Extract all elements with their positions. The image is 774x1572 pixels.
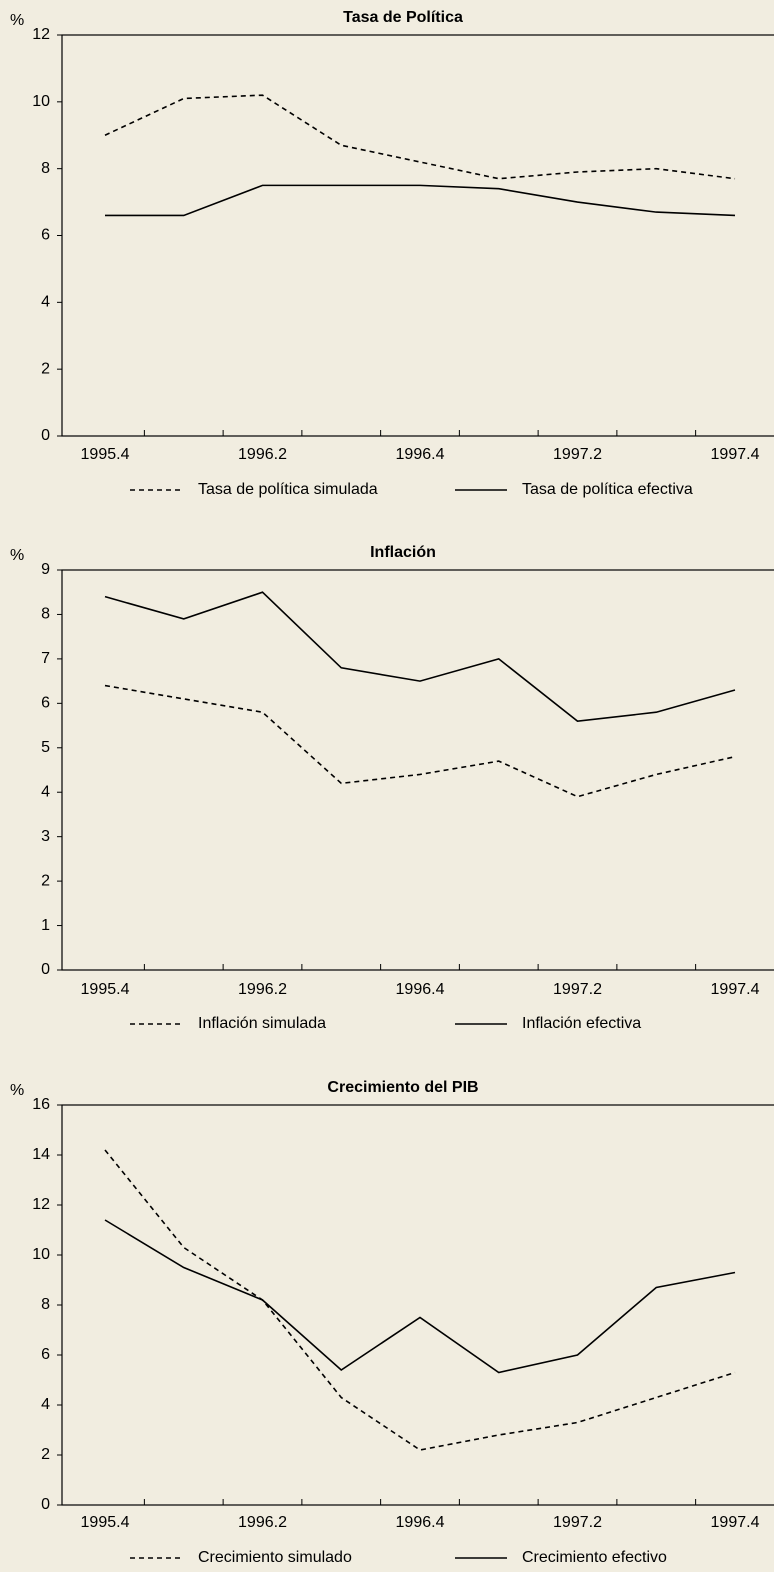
y-tick-label: 16 [32, 1096, 50, 1113]
x-tick-label: 1996.2 [238, 1514, 287, 1531]
y-tick-label: 10 [32, 1246, 50, 1263]
y-tick-label: 3 [41, 828, 50, 845]
y-tick-label: 4 [41, 1396, 50, 1413]
x-tick-label: 1997.4 [711, 446, 760, 463]
y-tick-label: 10 [32, 93, 50, 110]
y-tick-label: 1 [41, 917, 50, 934]
plot-frame [61, 569, 774, 971]
data-line [105, 184, 736, 217]
data-line [104, 94, 736, 180]
legend-label: Tasa de política efectiva [522, 481, 693, 498]
y-tick-label: 0 [41, 1496, 50, 1513]
y-axis-label: % [10, 1082, 24, 1099]
x-tick-label: 1996.2 [238, 446, 287, 463]
plot-frame [61, 34, 774, 437]
x-tick-label: 1997.2 [553, 981, 602, 998]
x-tick-label: 1995.4 [81, 981, 130, 998]
y-tick-label: 0 [41, 427, 50, 444]
y-tick-label: 2 [41, 872, 50, 889]
y-tick-label: 8 [41, 1296, 50, 1313]
x-tick-label: 1996.4 [396, 1514, 445, 1531]
y-tick-label: 8 [41, 606, 50, 623]
y-tick-label: 2 [41, 1446, 50, 1463]
x-tick-label: 1996.2 [238, 981, 287, 998]
y-tick-label: 6 [41, 695, 50, 712]
x-tick-label: 1997.4 [711, 981, 760, 998]
y-tick-label: 8 [41, 160, 50, 177]
y-tick-label: 6 [41, 1346, 50, 1363]
x-tick-label: 1995.4 [81, 1514, 130, 1531]
legend-label: Crecimiento simulado [198, 1549, 352, 1566]
y-tick-label: 9 [41, 561, 50, 578]
data-line [104, 1219, 736, 1374]
chart-title: Inflación [370, 544, 436, 561]
x-tick-label: 1996.4 [396, 981, 445, 998]
x-tick-label: 1995.4 [81, 446, 130, 463]
legend-label: Inflación efectiva [522, 1015, 641, 1032]
x-tick-label: 1997.4 [711, 1514, 760, 1531]
y-tick-label: 2 [41, 360, 50, 377]
legend-label: Tasa de política simulada [198, 481, 378, 498]
x-tick-label: 1997.2 [553, 446, 602, 463]
data-line [104, 591, 736, 722]
legend-label: Inflación simulada [198, 1015, 326, 1032]
y-tick-label: 12 [32, 26, 50, 43]
y-tick-label: 7 [41, 650, 50, 667]
data-line [104, 1149, 736, 1451]
plot-frame [61, 1104, 774, 1506]
chart-title: Tasa de Política [343, 9, 463, 26]
y-tick-label: 4 [41, 783, 50, 800]
chart-title: Crecimiento del PIB [327, 1079, 478, 1096]
y-tick-label: 0 [41, 961, 50, 978]
y-tick-label: 14 [32, 1146, 50, 1163]
data-line [104, 684, 736, 798]
y-axis-label: % [10, 547, 24, 564]
y-tick-label: 4 [41, 294, 50, 311]
x-tick-label: 1996.4 [396, 446, 445, 463]
legend-label: Crecimiento efectivo [522, 1549, 667, 1566]
y-tick-label: 12 [32, 1196, 50, 1213]
y-tick-label: 6 [41, 227, 50, 244]
y-axis-label: % [10, 12, 24, 29]
y-tick-label: 5 [41, 739, 50, 756]
x-tick-label: 1997.2 [553, 1514, 602, 1531]
